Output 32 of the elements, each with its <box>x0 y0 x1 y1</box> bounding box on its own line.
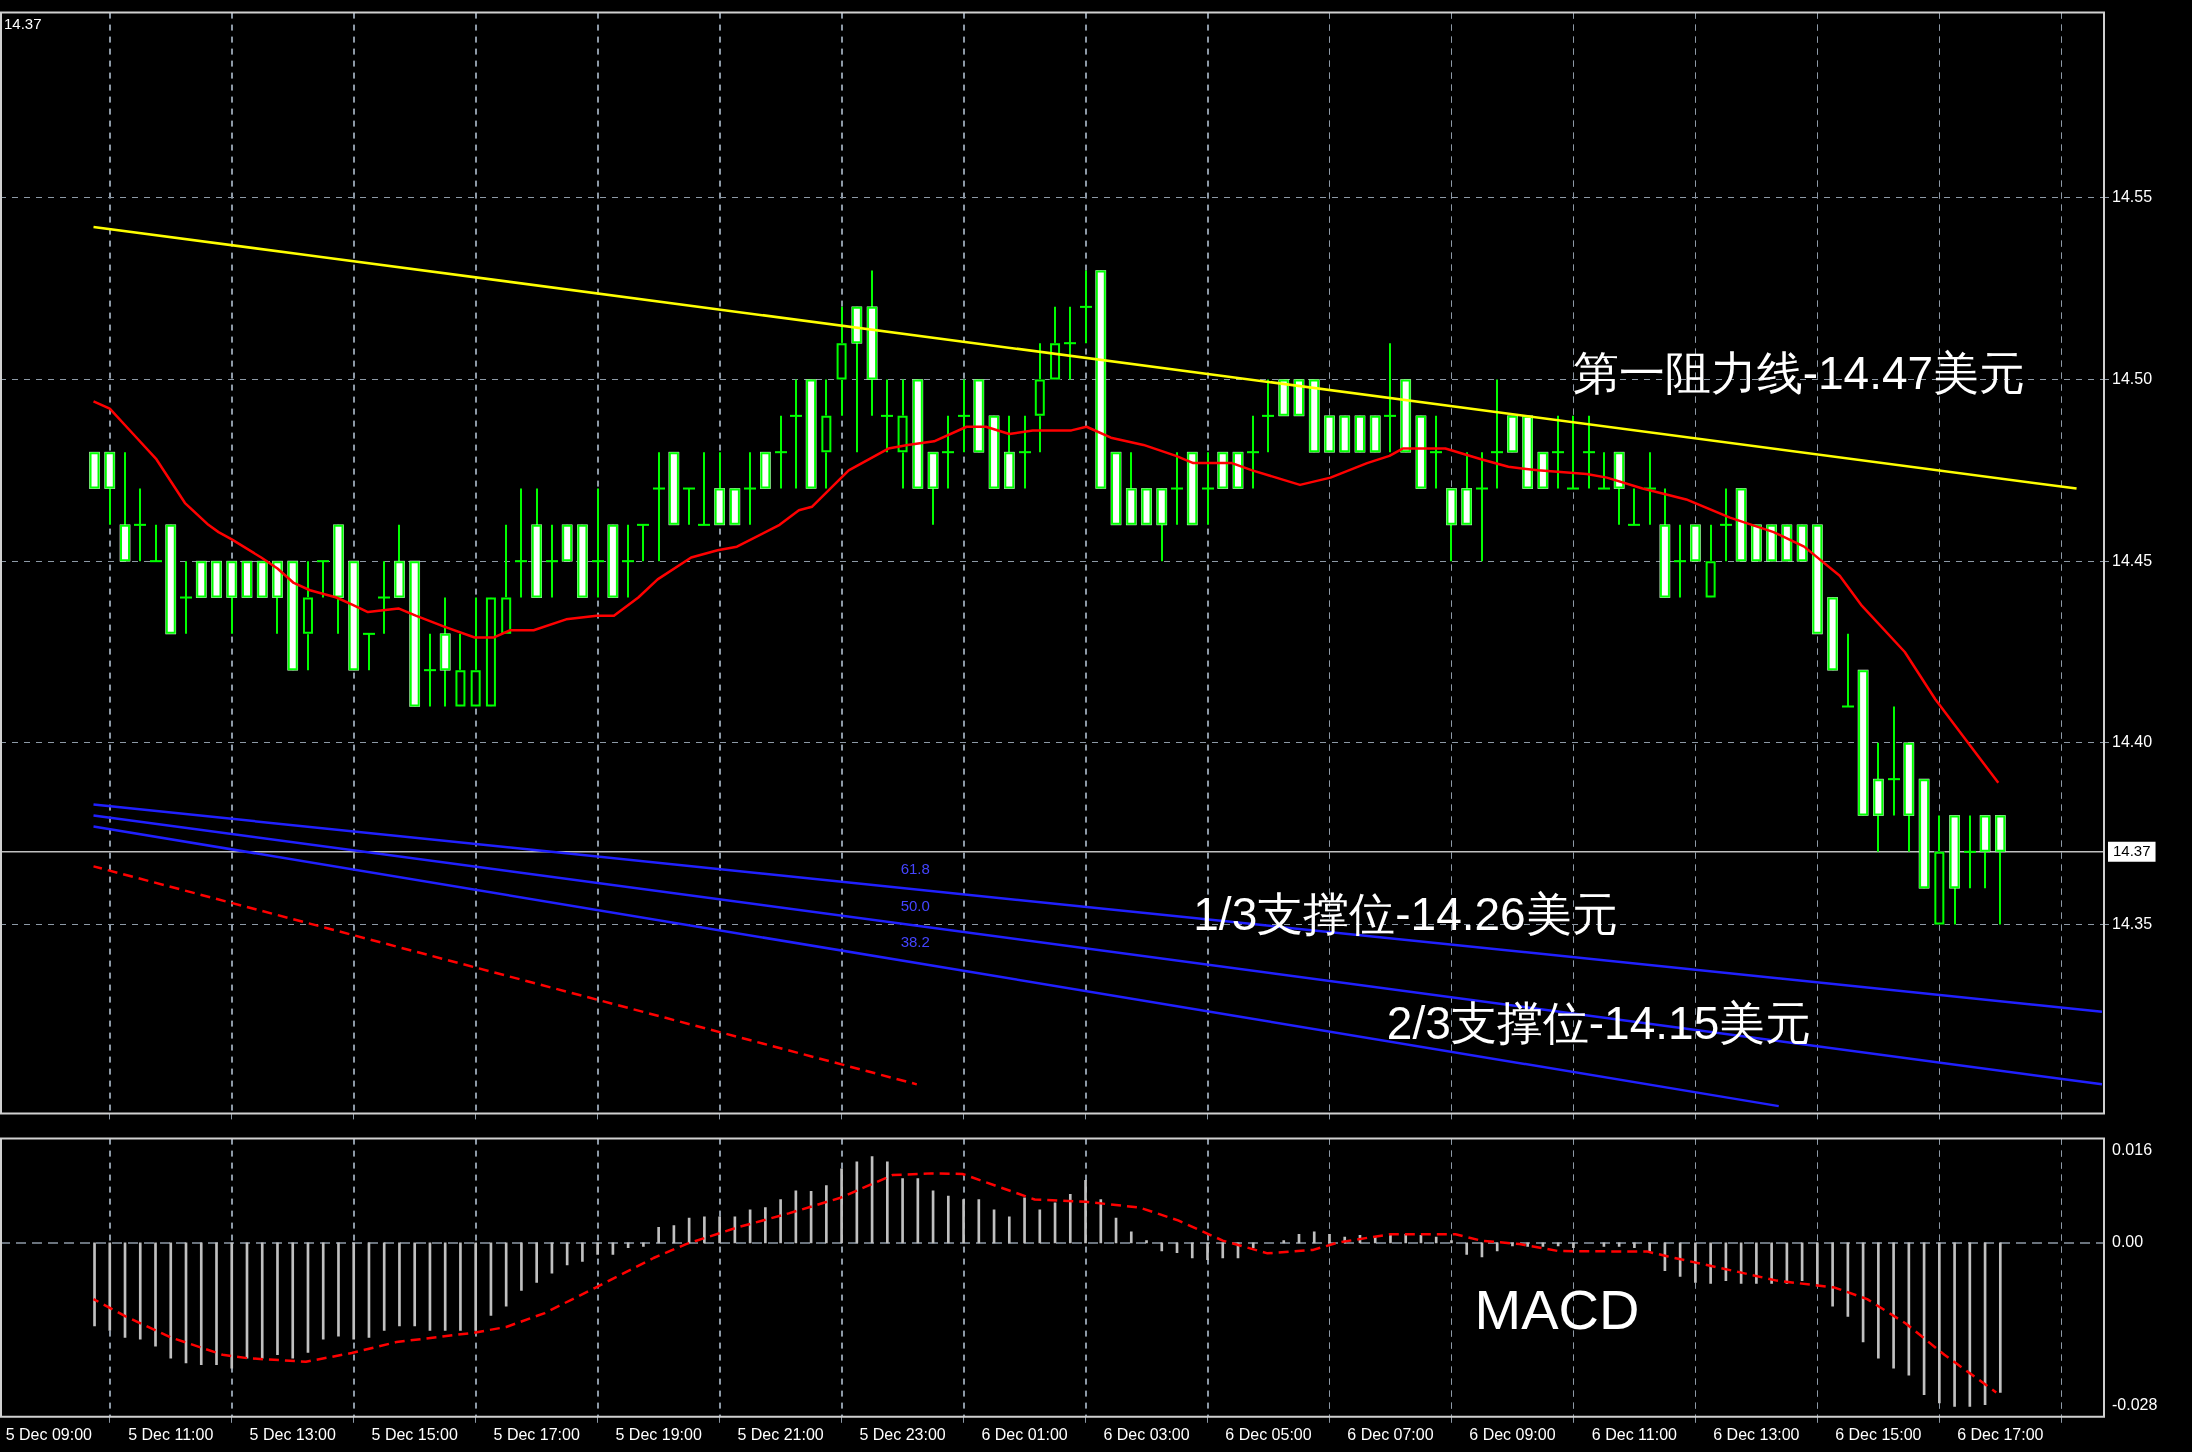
annotation: 第一阻力线-14.47美元 <box>1572 346 2026 399</box>
x-tick-label: 6 Dec 13:00 <box>1713 1425 1800 1443</box>
x-tick-label: 6 Dec 01:00 <box>981 1425 1068 1443</box>
x-tick-label: 6 Dec 11:00 <box>1591 1425 1678 1443</box>
y-tick-label: 14.50 <box>2112 369 2153 387</box>
annotation: MACD <box>1474 1278 1640 1342</box>
x-tick-label: 5 Dec 09:00 <box>5 1425 93 1443</box>
x-tick-label: 6 Dec 09:00 <box>1469 1425 1556 1443</box>
x-tick-label: 5 Dec 21:00 <box>737 1425 824 1443</box>
y-tick-label: 14.45 <box>2112 551 2153 569</box>
y-tick-label: 14.55 <box>2112 188 2153 206</box>
x-tick-label: 5 Dec 17:00 <box>493 1425 580 1443</box>
x-tick-label: 5 Dec 13:00 <box>249 1425 336 1443</box>
x-tick-label: 6 Dec 15:00 <box>1835 1425 1922 1443</box>
annotation: 38.2 <box>900 932 930 950</box>
x-tick-label: 5 Dec 15:00 <box>371 1425 458 1443</box>
ref-line-label: 14.37 <box>2113 841 2151 859</box>
x-tick-label: 6 Dec 07:00 <box>1347 1425 1434 1443</box>
x-tick-label: 5 Dec 11:00 <box>128 1425 214 1443</box>
x-tick-label: 5 Dec 23:00 <box>859 1425 946 1443</box>
x-tick-label: 5 Dec 19:00 <box>615 1425 702 1443</box>
y-tick-label: 14.40 <box>2112 733 2153 751</box>
y-tick-label: 14.35 <box>2112 914 2153 932</box>
x-tick-label: 6 Dec 17:00 <box>1957 1425 2044 1443</box>
annotation: 61.8 <box>900 860 930 878</box>
y-tick-label: 0.00 <box>2112 1233 2144 1251</box>
y-tick-label: 0.016 <box>2112 1140 2153 1158</box>
annotation: 14.37 <box>4 14 42 32</box>
y-tick-label: -0.028 <box>2112 1395 2158 1413</box>
annotation: 50.0 <box>900 896 930 914</box>
x-tick-label: 6 Dec 05:00 <box>1225 1425 1312 1443</box>
x-tick-label: 6 Dec 03:00 <box>1103 1425 1190 1443</box>
